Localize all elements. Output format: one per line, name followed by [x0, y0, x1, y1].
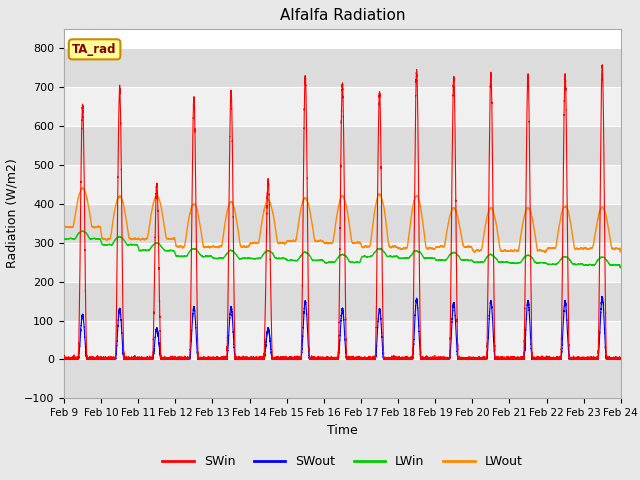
- Bar: [64, 360, 621, 398]
- SWout: [60, 357, 68, 362]
- Text: TA_rad: TA_rad: [72, 43, 117, 56]
- Bar: [64, 87, 621, 126]
- LWout: [471, 249, 479, 255]
- LWin: [617, 264, 625, 270]
- LWin: [78, 228, 86, 234]
- LWin: [617, 264, 625, 270]
- LWin: [415, 249, 423, 255]
- LWin: [479, 259, 486, 265]
- SWout: [515, 357, 523, 362]
- Bar: [64, 243, 621, 282]
- Bar: [64, 165, 621, 204]
- LWin: [494, 258, 502, 264]
- SWin: [479, 357, 486, 362]
- SWin: [60, 357, 68, 362]
- Bar: [64, 126, 621, 165]
- SWout: [479, 357, 486, 362]
- LWout: [617, 248, 625, 254]
- Line: LWout: LWout: [64, 188, 621, 252]
- LWout: [60, 224, 68, 230]
- SWin: [515, 357, 523, 362]
- Y-axis label: Radiation (W/m2): Radiation (W/m2): [5, 159, 19, 268]
- Line: LWin: LWin: [64, 231, 621, 267]
- SWin: [598, 62, 606, 68]
- SWout: [617, 357, 625, 362]
- LWin: [508, 261, 515, 266]
- LWout: [508, 248, 515, 253]
- SWin: [415, 268, 423, 274]
- LWout: [79, 185, 86, 191]
- SWout: [598, 294, 606, 300]
- SWin: [617, 357, 625, 362]
- SWout: [508, 357, 515, 362]
- Title: Alfalfa Radiation: Alfalfa Radiation: [280, 9, 405, 24]
- Bar: [64, 204, 621, 243]
- SWout: [415, 338, 423, 344]
- SWout: [494, 356, 502, 361]
- SWin: [493, 356, 501, 362]
- Line: SWin: SWin: [64, 65, 621, 360]
- SWin: [508, 357, 515, 362]
- Legend: SWin, SWout, LWin, LWout: SWin, SWout, LWin, LWout: [157, 450, 527, 473]
- X-axis label: Time: Time: [327, 424, 358, 437]
- LWin: [60, 236, 68, 242]
- Bar: [64, 282, 621, 321]
- LWout: [494, 230, 502, 236]
- LWout: [479, 241, 486, 247]
- LWout: [515, 244, 523, 250]
- LWin: [515, 260, 523, 265]
- LWout: [415, 200, 423, 205]
- LWin: [90, 236, 97, 241]
- Bar: [64, 321, 621, 360]
- SWin: [89, 355, 97, 360]
- SWout: [90, 357, 97, 362]
- LWout: [90, 224, 97, 230]
- Line: SWout: SWout: [64, 297, 621, 360]
- Bar: [64, 48, 621, 87]
- SWout: [60, 357, 68, 362]
